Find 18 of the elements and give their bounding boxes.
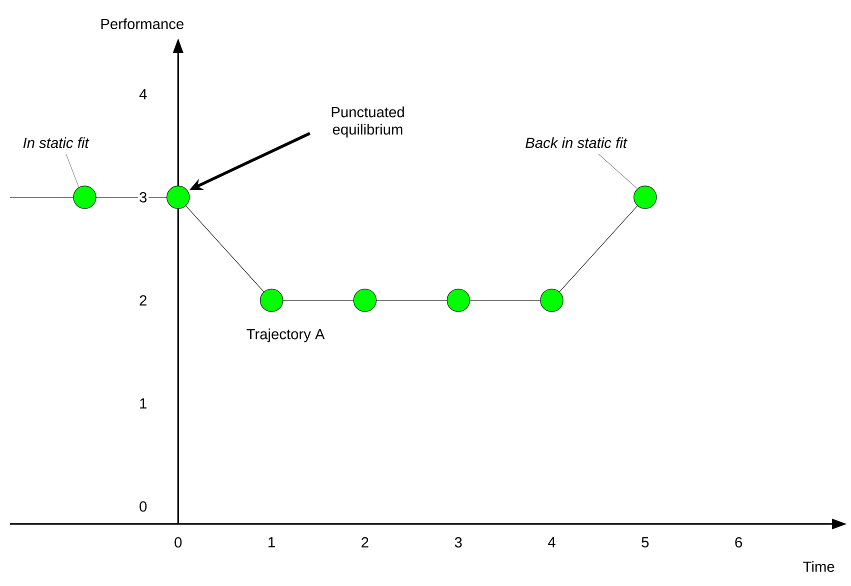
y-axis-title: Performance — [101, 18, 184, 30]
y-tick-label: 0 — [140, 501, 147, 512]
x-tick-label: 4 — [548, 537, 556, 548]
y-tick-label: 4 — [139, 89, 147, 100]
x-tick-label: 5 — [642, 537, 649, 548]
x-tick-label: 2 — [362, 537, 368, 548]
annotation: Back in static fit — [526, 137, 628, 148]
annotation: Trajectory A — [246, 328, 325, 342]
x-tick-label: 0 — [174, 537, 182, 548]
x-axis-title: Time — [803, 561, 834, 572]
x-tick-label: 6 — [735, 537, 742, 548]
annotation: In static fit — [23, 137, 90, 148]
annotation: Punctuated equilibrium — [332, 106, 404, 138]
x-tick-label: 1 — [268, 537, 275, 548]
y-tick-label: 3 — [140, 192, 147, 202]
x-tick-label: 3 — [454, 537, 462, 548]
y-tick-label: 1 — [140, 398, 146, 408]
y-tick-label: 2 — [140, 295, 146, 306]
